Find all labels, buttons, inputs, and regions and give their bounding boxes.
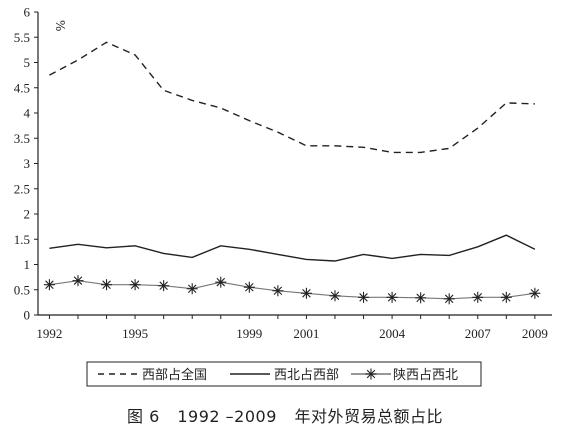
series-3-point <box>72 275 84 287</box>
series-3-point <box>186 283 198 295</box>
x-tick-label: 1992 <box>36 326 62 341</box>
y-tick-label: 4 <box>24 106 31 121</box>
y-axis-unit: % <box>53 20 67 31</box>
series-3-point <box>158 280 170 292</box>
y-tick-label: 2.5 <box>14 181 30 196</box>
series-3-point <box>272 285 284 297</box>
x-tick-label: 2001 <box>293 326 319 341</box>
y-tick-label: 3 <box>24 156 31 171</box>
series-3-point <box>215 276 227 288</box>
series-3-point <box>443 293 455 305</box>
y-tick-label: 0.5 <box>14 282 30 297</box>
series-3-point <box>329 290 341 302</box>
y-tick-label: 4.5 <box>14 80 30 95</box>
y-tick-label: 1.5 <box>14 232 30 247</box>
series-3-point <box>300 287 312 299</box>
series-3-point <box>472 291 484 303</box>
y-tick-label: 6 <box>24 5 31 20</box>
legend: 西部占全国 西北占西部 陕西占西北 <box>86 361 482 387</box>
series-3-point <box>43 279 55 291</box>
x-tick-label: 2009 <box>522 326 548 341</box>
series-line-3 <box>49 280 535 300</box>
legend-swatch-marker <box>365 368 377 380</box>
axes <box>37 12 552 316</box>
legend-label-1: 西部占全国 <box>142 367 207 383</box>
x-axis-ticks: 1992 1995 1999 2001 2004 2007 2009 <box>36 315 548 341</box>
series-3-point <box>101 279 113 291</box>
series-3-point <box>129 279 141 291</box>
series-3-point <box>529 287 541 299</box>
legend-box <box>86 361 482 387</box>
caption-figure-label: 图 6 <box>126 407 160 426</box>
legend-label-3: 陕西占西北 <box>393 368 458 383</box>
x-tick-label: 1999 <box>236 326 262 341</box>
legend-label-2: 西北占西部 <box>274 368 339 383</box>
y-tick-label: 3.5 <box>14 131 30 146</box>
series-group <box>43 41 541 305</box>
y-tick-label: 0 <box>24 308 31 323</box>
series-line-1 <box>49 41 535 154</box>
y-tick-label: 2 <box>24 207 31 222</box>
series-line-2 <box>49 234 536 262</box>
y-tick-label: 1 <box>24 257 31 272</box>
series-3-point <box>500 291 512 303</box>
figure-caption: 图 6 1992 –2009 年对外贸易总额占比 <box>0 403 570 427</box>
y-axis-ticks: 0 0.5 1 1.5 2 2.5 3 3.5 4 4.5 5 5.5 6 <box>14 5 38 323</box>
y-tick-label: 5 <box>24 55 31 70</box>
series-3-point <box>243 281 255 293</box>
series-3-point <box>358 291 370 303</box>
caption-text: 年对外贸易总额占比 <box>294 407 443 426</box>
x-tick-label: 2007 <box>465 326 492 341</box>
series-3-point <box>386 291 398 303</box>
y-tick-label: 5.5 <box>14 30 30 45</box>
series-3-point <box>415 292 427 304</box>
x-tick-label: 2004 <box>379 326 406 341</box>
caption-years: 1992 –2009 <box>177 407 277 426</box>
x-tick-label: 1995 <box>122 326 148 341</box>
